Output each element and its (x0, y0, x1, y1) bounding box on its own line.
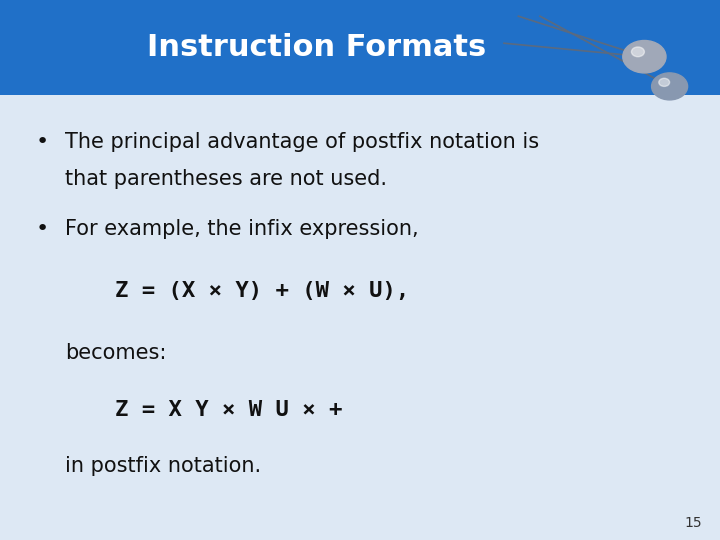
Text: 15: 15 (685, 516, 702, 530)
Text: For example, the infix expression,: For example, the infix expression, (65, 219, 418, 239)
Text: •: • (36, 219, 49, 239)
Circle shape (623, 40, 666, 73)
Text: becomes:: becomes: (65, 343, 166, 363)
Text: in postfix notation.: in postfix notation. (65, 456, 261, 476)
Circle shape (652, 73, 688, 100)
Text: Z = X Y × W U × +: Z = X Y × W U × + (115, 400, 343, 420)
Text: Z = (X × Y) + (W × U),: Z = (X × Y) + (W × U), (115, 281, 410, 301)
Text: •: • (36, 132, 49, 152)
Text: that parentheses are not used.: that parentheses are not used. (65, 169, 387, 189)
Circle shape (659, 78, 670, 86)
Circle shape (631, 47, 644, 57)
Text: Instruction Formats: Instruction Formats (147, 33, 487, 62)
Text: The principal advantage of postfix notation is: The principal advantage of postfix notat… (65, 132, 539, 152)
Bar (0, 0, 720, 94)
